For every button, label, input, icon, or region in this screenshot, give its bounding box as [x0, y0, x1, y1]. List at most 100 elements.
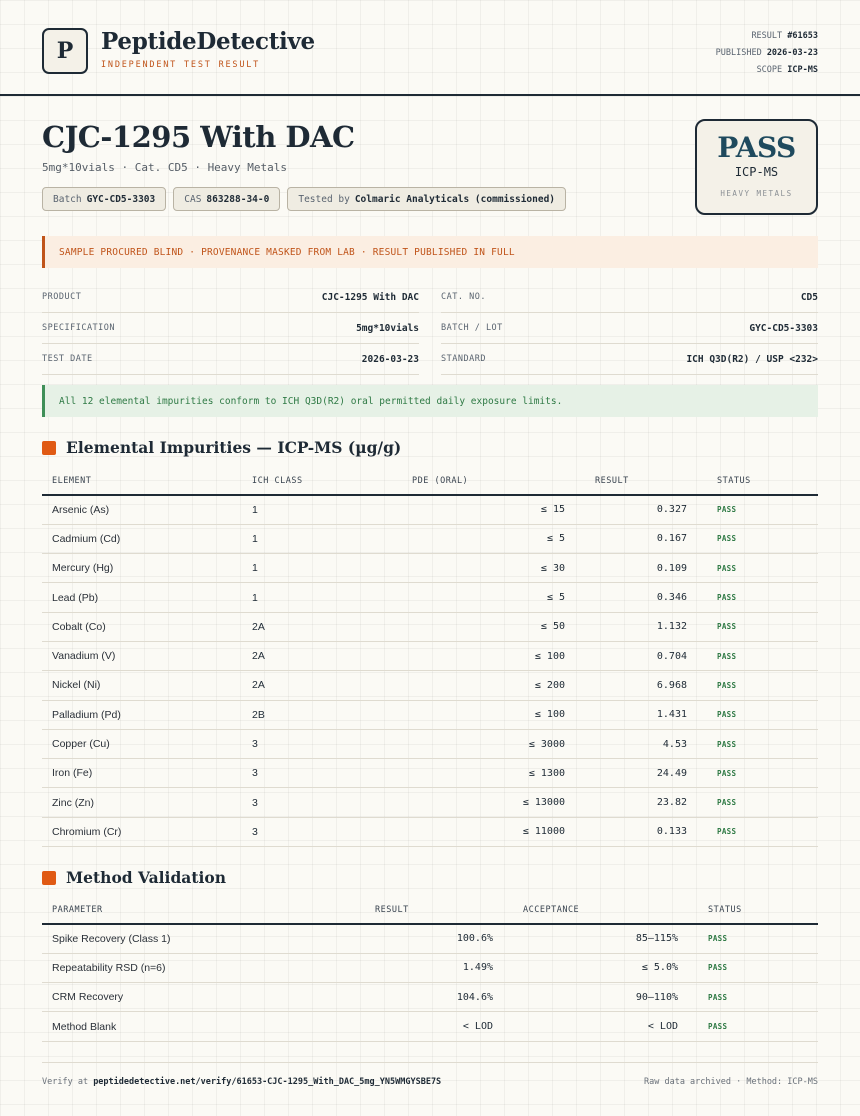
table-row: Palladium (Pd) 2B ≤ 100 1.431 PASS: [42, 700, 818, 730]
parameter-cell: Repeatability RSD (n=6): [42, 953, 365, 984]
result-cell: 23.82: [575, 787, 697, 818]
status-cell: PASS: [697, 553, 818, 584]
column-header: PDE (ORAL): [352, 467, 575, 496]
result-cell: 0.133: [575, 817, 697, 848]
ich-class-cell: 2A: [242, 670, 352, 701]
status-cell: PASS: [697, 787, 818, 818]
result-cell: 104.6%: [365, 982, 503, 1013]
result-cell: 0.109: [575, 553, 697, 584]
pde-cell: ≤ 11000: [352, 817, 575, 848]
result-cell: 24.49: [575, 758, 697, 789]
status-cell: PASS: [688, 982, 818, 1013]
table-row: Copper (Cu) 3 ≤ 3000 4.53 PASS: [42, 729, 818, 760]
column-header: RESULT: [365, 896, 503, 925]
spec-row: PRODUCT CJC-1295 With DAC: [42, 282, 419, 313]
result-cell: < LOD: [365, 1011, 503, 1042]
spec-label: SPECIFICATION: [42, 323, 116, 333]
table-row: Lead (Pb) 1 ≤ 5 0.346 PASS: [42, 582, 818, 613]
status-cell: PASS: [697, 729, 818, 760]
published-date: 2026-03-23: [766, 48, 818, 58]
pde-cell: ≤ 200: [352, 670, 575, 701]
scope-value: ICP-MS: [787, 65, 818, 75]
column-header: ELEMENT: [42, 467, 242, 496]
result-cell: 4.53: [575, 729, 697, 760]
brand-logo: P: [42, 28, 88, 74]
result-cell: 0.327: [575, 495, 697, 525]
column-header: STATUS: [697, 467, 818, 496]
spec-label: CAT. NO.: [441, 292, 486, 302]
column-header: ICH CLASS: [242, 467, 352, 496]
verify-label: Verify at: [42, 1077, 89, 1087]
ich-class-cell: 3: [242, 817, 352, 848]
table-row: Nickel (Ni) 2A ≤ 200 6.968 PASS: [42, 670, 818, 701]
element-cell: Zinc (Zn): [42, 787, 242, 818]
status-cell: PASS: [697, 495, 818, 525]
table-header-row: ELEMENT ICH CLASS PDE (ORAL) RESULT STAT…: [42, 467, 818, 496]
status-cell: PASS: [697, 641, 818, 672]
parameter-cell: Spike Recovery (Class 1): [42, 924, 365, 954]
spec-value: 5mg*10vials: [356, 322, 419, 334]
element-cell: Vanadium (V): [42, 641, 242, 672]
validation-section-heading: Method Validation: [42, 868, 226, 887]
verdict-scope: HEAVY METALS: [720, 189, 793, 198]
element-cell: Cobalt (Co): [42, 612, 242, 642]
pde-cell: ≤ 15: [352, 495, 575, 525]
ich-class-cell: 1: [242, 495, 352, 525]
chip-label: Tested by: [298, 193, 350, 205]
ich-class-cell: 2B: [242, 700, 352, 730]
impurities-title: Elemental Impurities — ICP-MS (µg/g): [66, 438, 402, 457]
ich-class-cell: 1: [242, 553, 352, 584]
element-cell: Lead (Pb): [42, 582, 242, 613]
pde-cell: ≤ 30: [352, 553, 575, 584]
section-marker-icon: [42, 870, 56, 885]
acceptance-cell: < LOD: [503, 1011, 688, 1042]
table-header-row: PARAMETER RESULT ACCEPTANCE STATUS: [42, 896, 818, 925]
result-cell: 1.49%: [365, 953, 503, 984]
element-cell: Arsenic (As): [42, 495, 242, 525]
spec-label: BATCH / LOT: [441, 323, 503, 333]
element-cell: Palladium (Pd): [42, 700, 242, 730]
table-row: Method Blank < LOD < LOD PASS: [42, 1011, 818, 1042]
spec-row: TEST DATE 2026-03-23: [42, 344, 419, 375]
pde-cell: ≤ 50: [352, 612, 575, 642]
conformance-banner: All 12 elemental impurities conform to I…: [42, 385, 818, 417]
table-row: Zinc (Zn) 3 ≤ 13000 23.82 PASS: [42, 787, 818, 818]
cas-chip: CAS 863288-34-0: [173, 187, 281, 211]
pde-cell: ≤ 1300: [352, 758, 575, 789]
status-cell: PASS: [697, 758, 818, 789]
spec-value: GYC-CD5-3303: [749, 322, 818, 334]
spec-label: STANDARD: [441, 354, 486, 364]
verify-link[interactable]: peptidedetective.net/verify/61653-CJC-12…: [93, 1077, 442, 1087]
product-chips: Batch GYC-CD5-3303 CAS 863288-34-0 Tested …: [42, 187, 567, 211]
brand-name: PeptideDetective: [101, 28, 315, 55]
status-cell: PASS: [697, 817, 818, 848]
status-cell: PASS: [688, 924, 818, 954]
pde-cell: ≤ 5: [352, 524, 575, 555]
element-cell: Mercury (Hg): [42, 553, 242, 584]
spec-row: CAT. NO. CD5: [441, 282, 818, 313]
chip-value: GYC-CD5-3303: [86, 193, 156, 205]
ich-class-cell: 3: [242, 729, 352, 760]
spec-label: PRODUCT: [42, 292, 82, 302]
spec-row: BATCH / LOT GYC-CD5-3303: [441, 313, 818, 344]
scope-label: SCOPE: [756, 65, 783, 75]
result-cell: 0.704: [575, 641, 697, 672]
procurement-notice: SAMPLE PROCURED BLIND · PROVENANCE MASKE…: [42, 236, 818, 268]
table-row: Cadmium (Cd) 1 ≤ 5 0.167 PASS: [42, 524, 818, 555]
chip-value: Colmaric Analyticals (commissioned): [354, 193, 556, 205]
impurities-section-heading: Elemental Impurities — ICP-MS (µg/g): [42, 438, 401, 457]
element-cell: Iron (Fe): [42, 758, 242, 789]
footer-note: Raw data archived · Method: ICP-MS: [644, 1077, 818, 1087]
brand-tagline: INDEPENDENT TEST RESULT: [101, 60, 261, 70]
spec-row: SPECIFICATION 5mg*10vials: [42, 313, 419, 344]
column-header: ACCEPTANCE: [503, 896, 688, 925]
status-cell: PASS: [688, 953, 818, 984]
result-label: RESULT: [751, 31, 783, 41]
verdict-badge: PASS ICP-MS HEAVY METALS: [695, 119, 818, 215]
chip-label: CAS: [184, 193, 202, 205]
table-row: Repeatability RSD (n=6) 1.49% ≤ 5.0% PASS: [42, 953, 818, 984]
spec-row: STANDARD ICH Q3D(R2) / USP <232>: [441, 344, 818, 375]
product-title: CJC-1295 With DAC: [42, 120, 355, 154]
ich-class-cell: 1: [242, 524, 352, 555]
result-cell: 0.167: [575, 524, 697, 555]
